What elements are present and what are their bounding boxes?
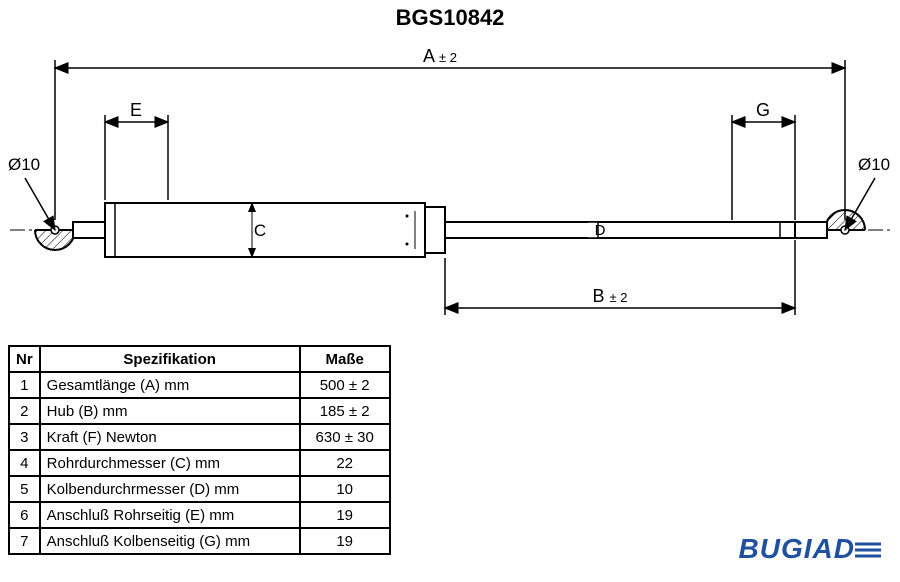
header-spec: Spezifikation bbox=[40, 346, 300, 372]
table-header-row: Nr Spezifikation Maße bbox=[9, 346, 390, 372]
header-nr: Nr bbox=[9, 346, 40, 372]
cell-spec: Kraft (F) Newton bbox=[40, 424, 300, 450]
dimension-g: G bbox=[732, 100, 795, 220]
label-d: D bbox=[595, 222, 606, 239]
cell-mass: 19 bbox=[300, 502, 390, 528]
left-ball-end bbox=[35, 222, 105, 250]
table-row: 5Kolbendurchrmesser (D) mm10 bbox=[9, 476, 390, 502]
cell-mass: 10 bbox=[300, 476, 390, 502]
specification-table: Nr Spezifikation Maße 1Gesamtlänge (A) m… bbox=[8, 345, 391, 555]
svg-text:E: E bbox=[130, 100, 142, 120]
cell-mass: 630 ± 30 bbox=[300, 424, 390, 450]
cell-spec: Anschluß Kolbenseitig (G) mm bbox=[40, 528, 300, 554]
svg-text:B ± 2: B ± 2 bbox=[592, 286, 627, 306]
table-row: 3Kraft (F) Newton630 ± 30 bbox=[9, 424, 390, 450]
cell-spec: Rohrdurchmesser (C) mm bbox=[40, 450, 300, 476]
technical-drawing: A ± 2 E G B ± 2 Ø10 Ø10 C D bbox=[0, 30, 900, 340]
cell-nr: 1 bbox=[9, 372, 40, 398]
svg-text:A ± 2: A ± 2 bbox=[423, 46, 457, 66]
table-row: 7Anschluß Kolbenseitig (G) mm19 bbox=[9, 528, 390, 554]
label-c: C bbox=[254, 221, 266, 240]
dimension-e: E bbox=[105, 100, 168, 200]
piston-rod bbox=[445, 222, 795, 238]
table-row: 4Rohrdurchmesser (C) mm22 bbox=[9, 450, 390, 476]
cell-spec: Gesamtlänge (A) mm bbox=[40, 372, 300, 398]
cell-spec: Anschluß Rohrseitig (E) mm bbox=[40, 502, 300, 528]
svg-text:Ø10: Ø10 bbox=[858, 155, 890, 174]
cell-nr: 7 bbox=[9, 528, 40, 554]
cell-nr: 2 bbox=[9, 398, 40, 424]
header-mass: Maße bbox=[300, 346, 390, 372]
table-row: 2Hub (B) mm185 ± 2 bbox=[9, 398, 390, 424]
brand-logo: BUGIAD bbox=[739, 533, 885, 567]
cell-mass: 185 ± 2 bbox=[300, 398, 390, 424]
cell-mass: 22 bbox=[300, 450, 390, 476]
cell-mass: 500 ± 2 bbox=[300, 372, 390, 398]
diameter-left: Ø10 bbox=[8, 155, 55, 230]
diameter-right: Ø10 bbox=[845, 155, 890, 230]
cell-spec: Hub (B) mm bbox=[40, 398, 300, 424]
cell-spec: Kolbendurchrmesser (D) mm bbox=[40, 476, 300, 502]
cell-nr: 3 bbox=[9, 424, 40, 450]
dimension-a: A ± 2 bbox=[55, 46, 845, 220]
part-number-title: BGS10842 bbox=[0, 5, 900, 31]
cell-nr: 5 bbox=[9, 476, 40, 502]
svg-text:G: G bbox=[756, 100, 770, 120]
table-row: 1Gesamtlänge (A) mm500 ± 2 bbox=[9, 372, 390, 398]
dimension-b: B ± 2 bbox=[445, 240, 795, 315]
svg-text:Ø10: Ø10 bbox=[8, 155, 40, 174]
table-row: 6Anschluß Rohrseitig (E) mm19 bbox=[9, 502, 390, 528]
cell-nr: 6 bbox=[9, 502, 40, 528]
cell-nr: 4 bbox=[9, 450, 40, 476]
cell-mass: 19 bbox=[300, 528, 390, 554]
